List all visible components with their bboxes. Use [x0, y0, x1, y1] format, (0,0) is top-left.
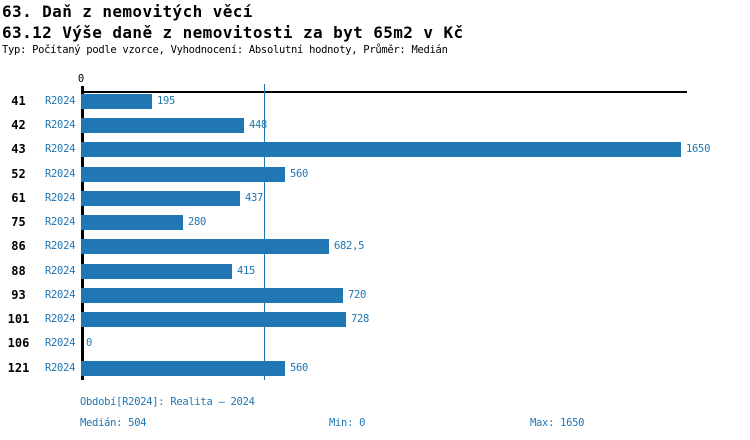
bar: [81, 167, 285, 182]
row-series-label: R2024: [45, 265, 76, 277]
chart-row: 93 R2024 720: [0, 288, 750, 303]
row-category-label: 86: [11, 239, 26, 253]
row-series-label: R2024: [45, 240, 76, 252]
median-line: [264, 84, 265, 380]
bar: [81, 142, 681, 157]
bar-value-label: 437: [245, 192, 264, 204]
row-series-label: R2024: [45, 337, 76, 349]
row-series-label: R2024: [45, 168, 76, 180]
bar: [81, 264, 232, 279]
bar-value-label: 0: [86, 337, 93, 349]
median-stat-label: Medián: 504: [80, 417, 147, 429]
row-category-label: 106: [7, 336, 30, 350]
bar: [81, 191, 240, 206]
bar-value-label: 1650: [686, 143, 711, 155]
bar-chart: 0 41 R2024 195 42 R2024 448 43 R2024 1650 52 R2024…: [0, 60, 750, 390]
chart-row: 41 R2024 195: [0, 94, 750, 109]
page-title: 63. Daň z nemovitých věcí: [2, 2, 253, 21]
x-axis-tick-label-zero: 0: [77, 73, 85, 85]
bar-value-label: 195: [157, 95, 176, 107]
row-category-label: 101: [7, 312, 30, 326]
chart-meta-line: Typ: Počítaný podle vzorce, Vyhodnocení:…: [2, 44, 448, 56]
chart-row: 86 R2024 682,5: [0, 239, 750, 254]
row-category-label: 75: [11, 215, 26, 229]
bar: [81, 239, 329, 254]
chart-row: 61 R2024 437: [0, 191, 750, 206]
bar: [81, 215, 183, 230]
bar-value-label: 560: [290, 168, 309, 180]
bar-value-label: 682,5: [334, 240, 365, 252]
row-series-label: R2024: [45, 119, 76, 131]
row-category-label: 88: [11, 264, 26, 278]
y-axis-line: [81, 86, 84, 380]
bar: [81, 118, 244, 133]
row-category-label: 43: [11, 142, 26, 156]
bar-value-label: 448: [249, 119, 268, 131]
x-axis-line: [81, 91, 687, 93]
row-category-label: 42: [11, 118, 26, 132]
chart-row: 121 R2024 560: [0, 361, 750, 376]
row-category-label: 52: [11, 167, 26, 181]
row-series-label: R2024: [45, 95, 76, 107]
min-stat-label: Min: 0: [329, 417, 366, 429]
bar-value-label: 560: [290, 362, 309, 374]
chart-row: 88 R2024 415: [0, 264, 750, 279]
row-category-label: 61: [11, 191, 26, 205]
bar: [81, 312, 346, 327]
row-category-label: 121: [7, 361, 30, 375]
bar: [81, 361, 285, 376]
row-series-label: R2024: [45, 143, 76, 155]
bar-value-label: 728: [351, 313, 370, 325]
bar: [81, 288, 343, 303]
chart-row: 52 R2024 560: [0, 167, 750, 182]
chart-row: 106 R2024 0: [0, 336, 750, 351]
row-category-label: 93: [11, 288, 26, 302]
row-series-label: R2024: [45, 289, 76, 301]
row-series-label: R2024: [45, 192, 76, 204]
chart-row: 43 R2024 1650: [0, 142, 750, 157]
row-series-label: R2024: [45, 313, 76, 325]
max-stat-label: Max: 1650: [530, 417, 585, 429]
bar-value-label: 280: [188, 216, 207, 228]
row-series-label: R2024: [45, 362, 76, 374]
bar-value-label: 720: [348, 289, 367, 301]
bar: [81, 94, 152, 109]
bar-value-label: 415: [237, 265, 256, 277]
row-category-label: 41: [11, 94, 26, 108]
chart-row: 75 R2024 280: [0, 215, 750, 230]
chart-row: 42 R2024 448: [0, 118, 750, 133]
chart-row: 101 R2024 728: [0, 312, 750, 327]
period-label: Období[R2024]: Realita – 2024: [80, 396, 255, 408]
row-series-label: R2024: [45, 216, 76, 228]
page-subtitle: 63.12 Výše daně z nemovitosti za byt 65m…: [2, 23, 464, 42]
